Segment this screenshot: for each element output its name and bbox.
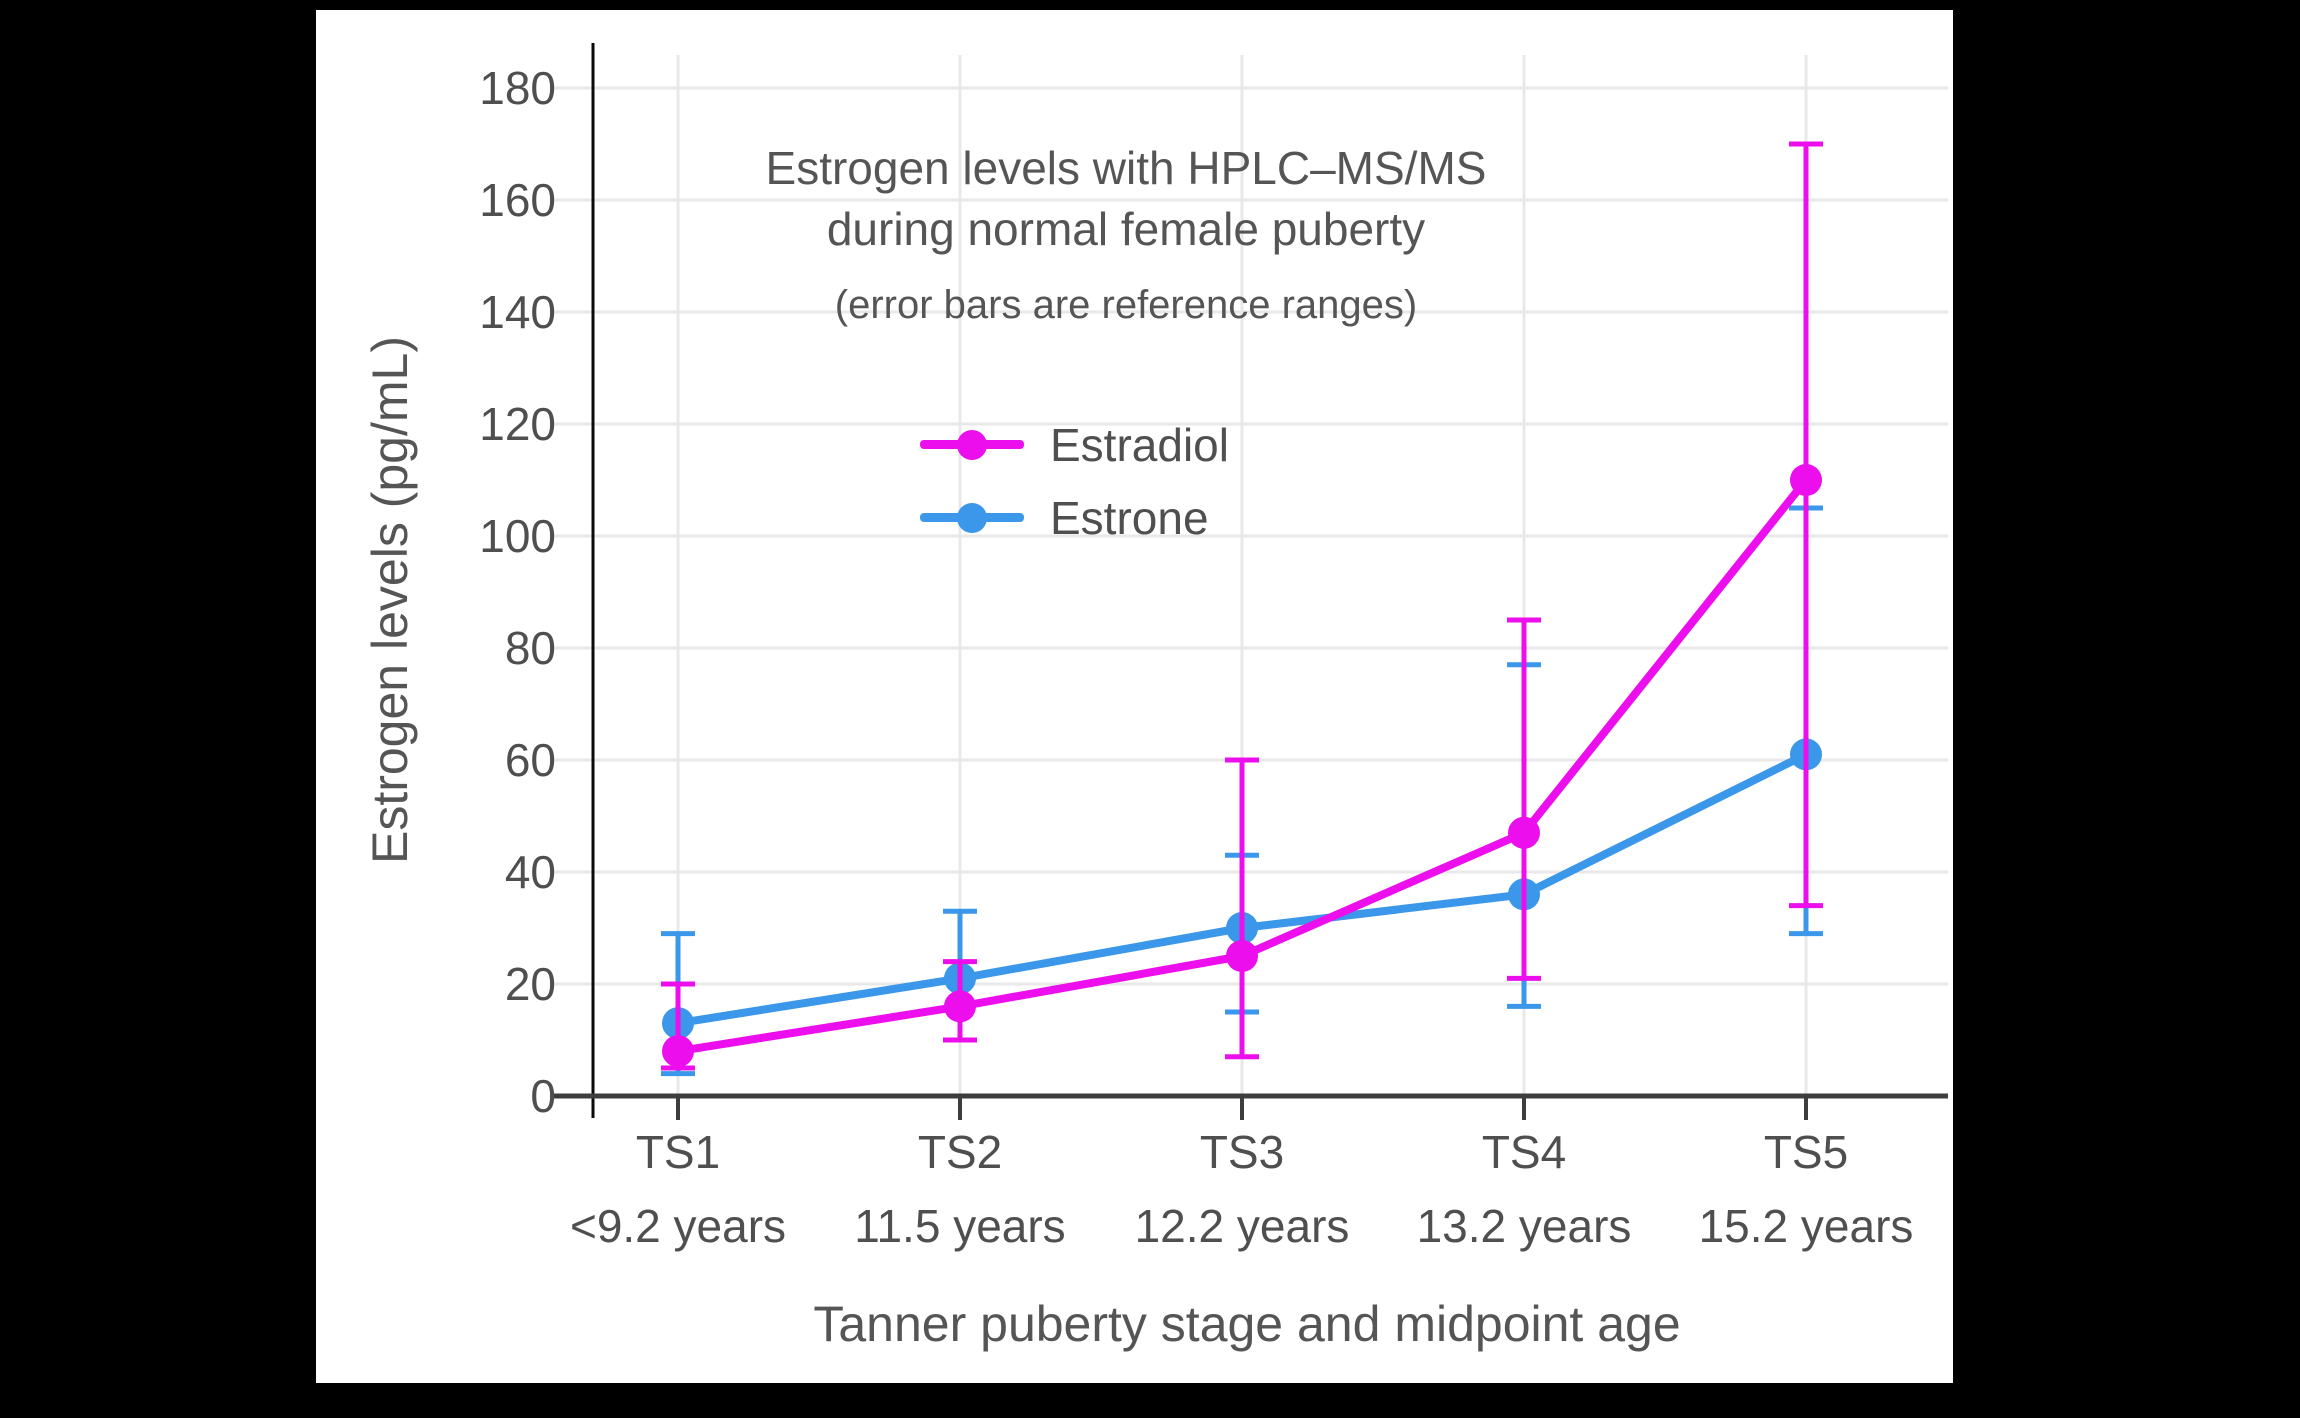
legend-label-estrone: Estrone xyxy=(1050,491,1209,544)
estradiol-swatch-dot xyxy=(957,429,987,460)
y-tick-label: 0 xyxy=(530,1070,556,1122)
estradiol-data-point xyxy=(1226,940,1258,972)
chart-subtitle: (error bars are reference ranges) xyxy=(834,283,1418,327)
legend-label-estradiol: Estradiol xyxy=(1050,418,1229,471)
x-axis-title: Tanner puberty stage and midpoint age xyxy=(813,1296,1681,1352)
chart-svg: 0 20 40 60 80 100 120 140 160 180 TS1 TS2 TS3 TS4 TS5 <… xyxy=(479,43,1948,1252)
x-tick-label: TS1 xyxy=(636,1126,720,1178)
estradiol-data-point xyxy=(662,1035,694,1068)
estradiol-data-point xyxy=(1508,816,1540,849)
x-tick-label: TS2 xyxy=(918,1126,1002,1178)
legend-row-estrone: Estrone xyxy=(920,481,1229,554)
y-tick-label: 60 xyxy=(505,734,556,786)
estradiol-data-point xyxy=(944,990,976,1023)
chart-title-line1: Estrogen levels with HPLC–MS/MS xyxy=(765,142,1487,194)
estrone-swatch-dot xyxy=(957,502,987,533)
x-tick-label: TS4 xyxy=(1482,1126,1566,1178)
x-tick-sublabel: 11.5 years xyxy=(854,1200,1065,1252)
chart-title-block: Estrogen levels with HPLC–MS/MS during n… xyxy=(696,138,1556,335)
chart-title-line2: during normal female puberty xyxy=(826,203,1426,255)
y-tick-label: 160 xyxy=(479,174,556,226)
y-tick-label: 180 xyxy=(479,62,556,114)
estradiol-data-point xyxy=(1790,464,1822,496)
x-tick-sublabel: 13.2 years xyxy=(1417,1200,1632,1252)
x-tick-label: TS5 xyxy=(1764,1126,1848,1178)
y-tick-label: 80 xyxy=(505,622,556,674)
y-axis-title: Estrogen levels (pg/mL) xyxy=(362,336,418,865)
estrone-line-marker-swatch xyxy=(920,502,1024,533)
legend: Estradiol Estrone xyxy=(920,408,1229,554)
x-tick-sublabel: 12.2 years xyxy=(1135,1200,1350,1252)
y-tick-label: 120 xyxy=(479,398,556,450)
y-tick-label: 20 xyxy=(505,958,556,1010)
chart-panel: 0 20 40 60 80 100 120 140 160 180 TS1 TS2 TS3 TS4 TS5 <… xyxy=(316,10,1953,1383)
estradiol-line-marker-swatch xyxy=(920,429,1024,460)
x-tick-sublabel: 15.2 years xyxy=(1699,1200,1914,1252)
x-tick-sublabel: <9.2 years xyxy=(570,1200,786,1252)
y-tick-label: 100 xyxy=(479,510,556,562)
legend-row-estradiol: Estradiol xyxy=(920,408,1229,481)
y-tick-label: 40 xyxy=(505,846,556,898)
x-tick-label: TS3 xyxy=(1200,1126,1284,1178)
y-tick-label: 140 xyxy=(479,286,556,338)
